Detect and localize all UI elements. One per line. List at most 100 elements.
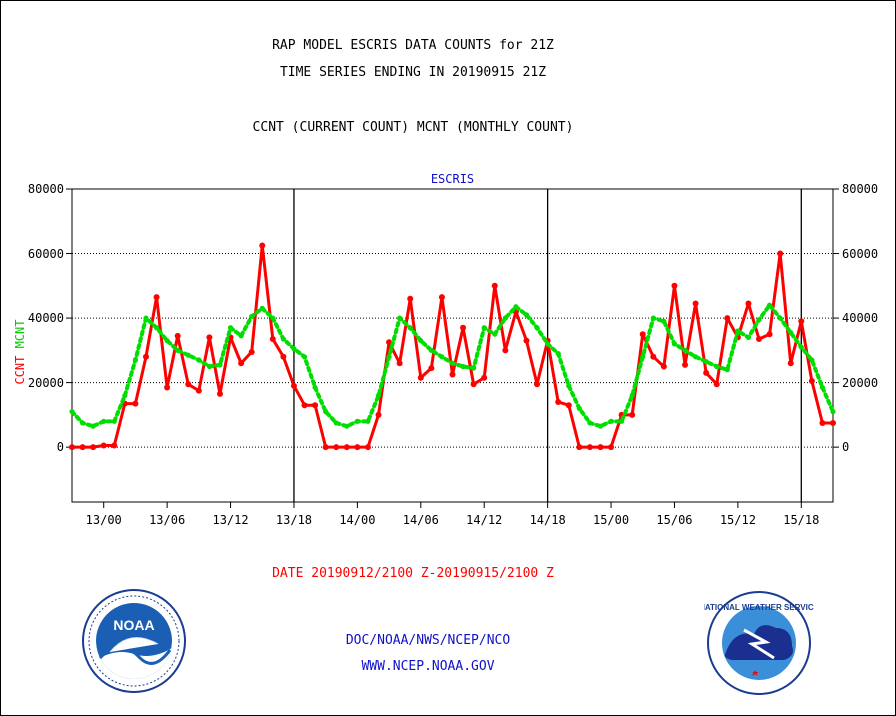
point-mcnt-1 — [79, 420, 86, 426]
point-mcnt-38 — [471, 365, 477, 371]
point-ccnt-41 — [502, 347, 509, 354]
point-mcnt-63 — [735, 328, 741, 334]
point-ccnt-21 — [290, 382, 297, 389]
y-tick-label-right-0: 0 — [842, 440, 850, 455]
point-ccnt-7 — [142, 353, 149, 360]
point-mcnt-39 — [481, 325, 487, 331]
point-ccnt-32 — [407, 295, 414, 302]
point-ccnt-44 — [534, 381, 541, 388]
point-ccnt-3 — [100, 442, 107, 449]
point-ccnt-37 — [460, 324, 467, 331]
x-tick-label-7: 14/18 — [529, 513, 566, 527]
point-ccnt-40 — [491, 282, 498, 289]
point-mcnt-32 — [407, 325, 413, 331]
point-mcnt-11 — [185, 352, 191, 358]
y-tick-label-left-0: 0 — [56, 440, 64, 455]
y-tick-label-left-4: 80000 — [27, 182, 64, 196]
point-mcnt-16 — [238, 333, 244, 339]
point-ccnt-10 — [174, 332, 181, 339]
point-mcnt-33 — [418, 338, 424, 344]
x-tick-label-1: 13/06 — [149, 513, 186, 527]
y-tick-label-right-4: 80000 — [842, 182, 879, 196]
point-ccnt-58 — [682, 361, 689, 368]
point-ccnt-55 — [650, 353, 657, 360]
point-mcnt-68 — [788, 329, 794, 336]
point-ccnt-26 — [343, 444, 350, 451]
point-mcnt-70 — [809, 357, 815, 363]
point-mcnt-14 — [217, 362, 223, 368]
point-mcnt-65 — [756, 317, 762, 323]
point-mcnt-27 — [354, 418, 360, 424]
point-mcnt-20 — [280, 336, 286, 342]
point-ccnt-67 — [777, 250, 784, 257]
point-mcnt-21 — [291, 346, 297, 352]
point-mcnt-51 — [608, 418, 614, 424]
point-ccnt-29 — [375, 411, 382, 418]
point-mcnt-29 — [375, 392, 382, 399]
point-ccnt-17 — [248, 348, 255, 355]
point-ccnt-18 — [259, 242, 266, 249]
y-tick-label-right-2: 40000 — [842, 311, 879, 326]
point-ccnt-43 — [523, 337, 530, 344]
chart-title-line-3: CCNT (CURRENT COUNT) MCNT (MONTHLY COUNT… — [252, 120, 574, 135]
y-tick-label-left-1: 20000 — [27, 375, 64, 390]
x-tick-label-0: 13/00 — [85, 513, 122, 527]
point-mcnt-52 — [619, 418, 625, 424]
y-tick-label-right-3: 60000 — [842, 246, 879, 261]
point-ccnt-35 — [438, 294, 445, 301]
point-ccnt-23 — [312, 402, 319, 409]
point-ccnt-28 — [364, 444, 371, 451]
point-ccnt-25 — [333, 444, 340, 451]
point-ccnt-11 — [185, 381, 192, 388]
point-mcnt-54 — [640, 354, 646, 360]
point-mcnt-12 — [196, 357, 202, 363]
point-mcnt-66 — [766, 302, 773, 308]
point-ccnt-2 — [90, 444, 97, 451]
point-mcnt-8 — [153, 325, 160, 331]
point-ccnt-24 — [322, 444, 329, 451]
chart-title-line-2: TIME SERIES ENDING IN 20190915 21Z — [279, 65, 547, 80]
url-link[interactable]: WWW.NCEP.NOAA.GOV — [361, 659, 495, 674]
org-text: DOC/NOAA/NWS/NCEP/NCO — [345, 633, 511, 648]
point-mcnt-44 — [534, 325, 540, 331]
point-ccnt-69 — [798, 318, 805, 325]
date-range: DATE 20190912/2100 Z-20190915/2100 Z — [272, 566, 554, 581]
point-ccnt-46 — [555, 398, 562, 405]
point-mcnt-30 — [386, 354, 392, 360]
point-ccnt-13 — [206, 334, 213, 341]
nws-logo-text: NATIONAL WEATHER SERVICE — [704, 603, 814, 612]
point-mcnt-43 — [523, 312, 530, 318]
point-mcnt-67 — [777, 315, 783, 321]
point-mcnt-17 — [249, 313, 255, 320]
point-mcnt-53 — [629, 392, 635, 399]
point-ccnt-19 — [269, 336, 276, 343]
point-ccnt-68 — [787, 360, 794, 367]
point-mcnt-2 — [90, 423, 96, 429]
point-ccnt-64 — [745, 300, 752, 307]
noaa-logo: NOAA — [82, 589, 186, 693]
point-mcnt-57 — [671, 341, 678, 347]
point-mcnt-25 — [333, 420, 339, 426]
point-ccnt-6 — [132, 400, 139, 407]
series-line-ccnt — [72, 243, 833, 449]
x-tick-label-3: 13/18 — [275, 513, 313, 527]
y-tick-label-right-1: 20000 — [842, 375, 879, 390]
x-tick-label-9: 15/06 — [656, 513, 693, 527]
point-ccnt-50 — [597, 444, 604, 451]
point-mcnt-59 — [692, 354, 699, 360]
point-mcnt-71 — [819, 384, 826, 391]
point-mcnt-49 — [587, 420, 593, 426]
point-mcnt-23 — [312, 384, 318, 391]
point-ccnt-8 — [153, 294, 160, 301]
point-mcnt-41 — [502, 315, 508, 321]
point-mcnt-56 — [661, 318, 667, 324]
point-mcnt-18 — [259, 305, 265, 311]
point-mcnt-26 — [344, 423, 350, 429]
x-tick-label-11: 15/18 — [783, 513, 820, 527]
point-ccnt-60 — [703, 369, 710, 376]
point-mcnt-35 — [439, 354, 445, 360]
point-ccnt-36 — [449, 371, 456, 378]
point-ccnt-22 — [301, 402, 308, 409]
point-ccnt-9 — [164, 384, 171, 391]
